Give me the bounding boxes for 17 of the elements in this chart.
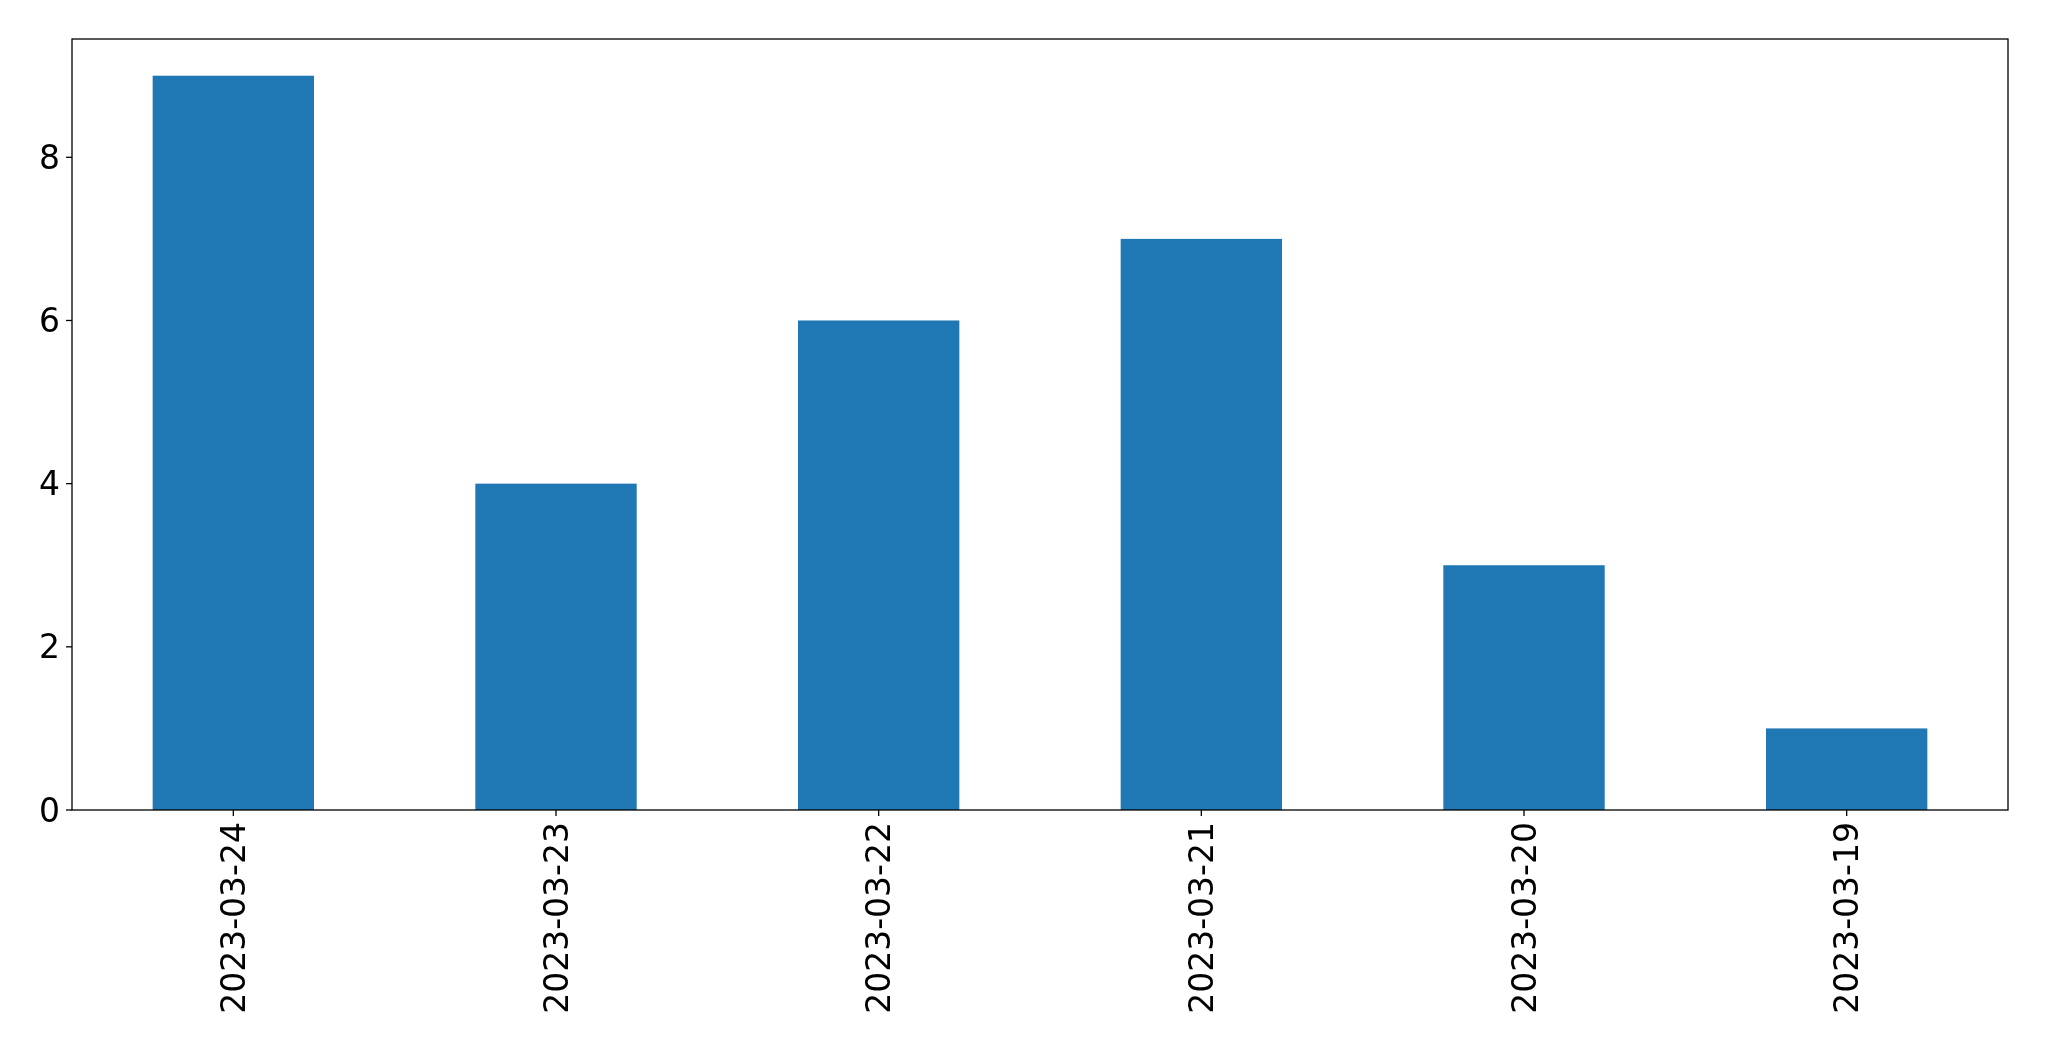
y-tick-label: 4 — [39, 464, 60, 504]
x-tick-label: 2023-03-19 — [1827, 822, 1867, 1014]
bar — [1766, 728, 1928, 810]
bar — [152, 75, 314, 810]
bar — [1120, 238, 1282, 810]
y-tick-label: 6 — [39, 301, 60, 341]
y-tick-label: 8 — [39, 137, 60, 177]
bar — [798, 320, 960, 810]
x-tick-label: 2023-03-21 — [1181, 822, 1221, 1014]
x-tick-label: 2023-03-24 — [213, 822, 253, 1014]
x-tick-label: 2023-03-20 — [1504, 822, 1544, 1014]
bar — [475, 483, 637, 810]
x-tick-label: 2023-03-23 — [536, 822, 576, 1014]
bar — [1443, 565, 1605, 810]
x-tick-label: 2023-03-22 — [859, 822, 899, 1014]
y-tick-label: 0 — [39, 790, 60, 830]
y-tick-label: 2 — [39, 627, 60, 667]
